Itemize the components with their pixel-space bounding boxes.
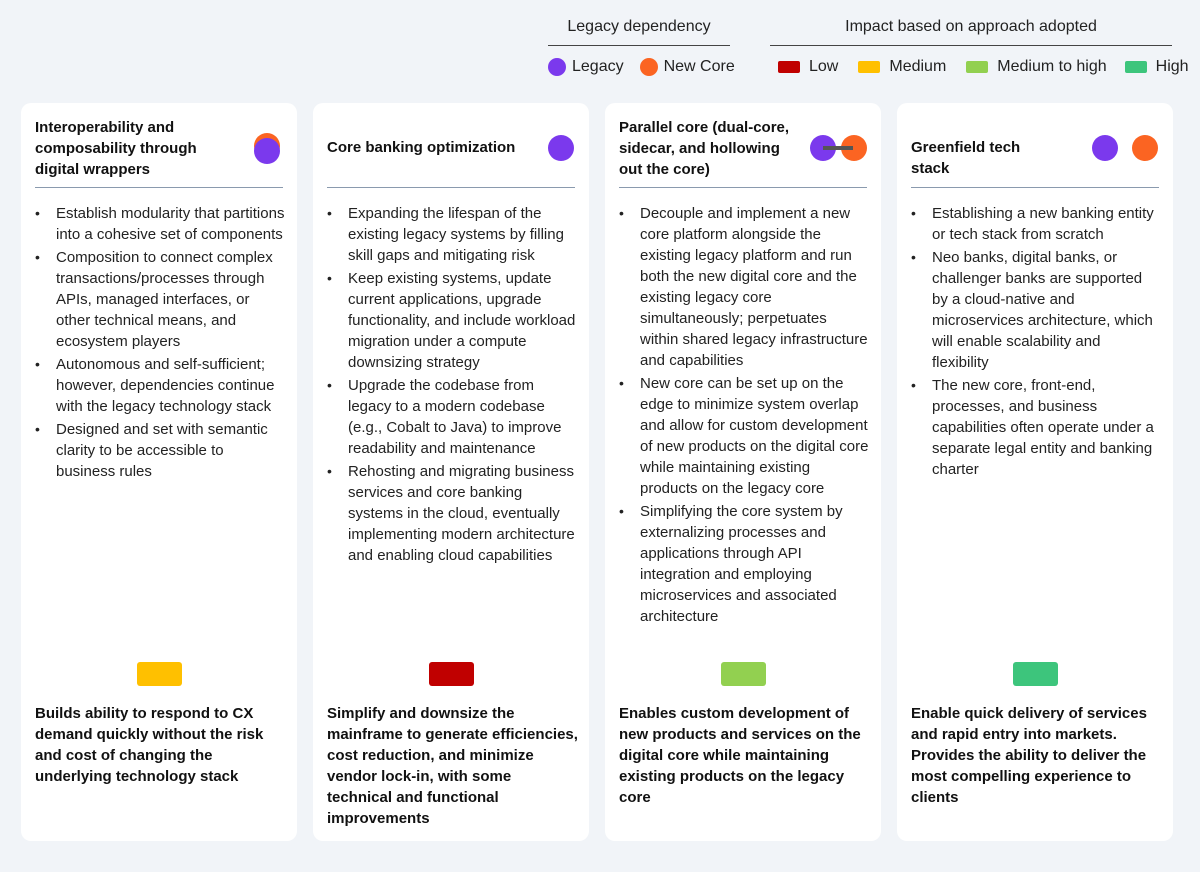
list-item: Keep existing systems, update current ap… <box>327 268 577 373</box>
medium-swatch-icon <box>858 61 881 73</box>
card-summary: Simplify and downsize the mainframe to g… <box>327 705 578 827</box>
legend-medium-high: Medium to high <box>966 58 1107 76</box>
card-divider <box>35 187 283 188</box>
card-title: Interoperability and composability throu… <box>35 119 197 178</box>
list-item: Simplifying the core system by externali… <box>619 501 869 627</box>
legend-low: Low <box>778 58 838 76</box>
legend-low-label: Low <box>809 58 839 75</box>
list-item: Rehosting and migrating business service… <box>327 461 577 566</box>
new-core-dot-icon <box>639 58 658 76</box>
list-item: Establish modularity that partitions int… <box>35 203 285 245</box>
card-divider <box>327 187 575 188</box>
legend-dependency-title: Legacy dependency <box>548 18 730 46</box>
legend-high-label: High <box>1155 58 1189 75</box>
legend-new-core: New Core <box>639 58 735 76</box>
legend-legacy-dependency: Legacy dependency Legacy New Core <box>548 18 735 76</box>
legend-impact: Impact based on approach adopted Low Med… <box>770 18 1189 76</box>
card-bullet-list: Expanding the lifespan of the existing l… <box>327 203 577 568</box>
card-bullet-list: Establishing a new banking entity or tec… <box>911 203 1161 482</box>
card-title: Greenfield tech stack <box>911 139 1021 177</box>
high-swatch-icon <box>1124 61 1147 73</box>
legend-legacy-label: Legacy <box>572 58 624 75</box>
approach-card-core-optimization: Core banking optimization Expanding the … <box>313 103 589 841</box>
legend-medium: Medium <box>858 58 946 76</box>
low-swatch-icon <box>778 61 800 73</box>
list-item: New core can be set up on the edge to mi… <box>619 373 869 499</box>
card-divider <box>911 187 1159 188</box>
card-summary: Enables custom development of new produc… <box>619 705 861 806</box>
legacy-dot-icon <box>548 58 566 76</box>
list-item: The new core, front-end, processes, and … <box>911 375 1161 480</box>
legend-medium-high-label: Medium to high <box>997 58 1107 75</box>
list-item: Designed and set with semantic clarity t… <box>35 419 285 482</box>
card-title: Parallel core (dual-core, sidecar, and h… <box>619 119 790 178</box>
list-item: Decouple and implement a new core platfo… <box>619 203 869 371</box>
list-item: Upgrade the codebase from legacy to a mo… <box>327 375 577 459</box>
impact-indicator-medium <box>137 662 182 686</box>
list-item: Neo banks, digital banks, or challenger … <box>911 247 1161 373</box>
card-divider <box>619 187 867 188</box>
card-bullet-list: Decouple and implement a new core platfo… <box>619 203 869 629</box>
card-title: Core banking optimization <box>327 139 516 156</box>
approach-card-digital-wrappers: Interoperability and composability throu… <box>21 103 297 841</box>
list-item: Autonomous and self-sufficient; however,… <box>35 354 285 417</box>
card-summary: Enable quick delivery of services and ra… <box>911 705 1147 806</box>
list-item: Expanding the lifespan of the existing l… <box>327 203 577 266</box>
impact-indicator-medium-to-high <box>721 662 766 686</box>
approach-card-parallel-core: Parallel core (dual-core, sidecar, and h… <box>605 103 881 841</box>
list-item: Composition to connect complex transacti… <box>35 247 285 352</box>
legend-medium-label: Medium <box>889 58 947 75</box>
card-summary: Builds ability to respond to CX demand q… <box>35 705 264 785</box>
card-bullet-list: Establish modularity that partitions int… <box>35 203 285 484</box>
legend-new-core-label: New Core <box>663 58 735 75</box>
medium-high-swatch-icon <box>966 61 989 73</box>
legend-impact-title: Impact based on approach adopted <box>770 18 1172 46</box>
list-item: Establishing a new banking entity or tec… <box>911 203 1161 245</box>
legend-high: High <box>1124 58 1189 76</box>
impact-indicator-high <box>1013 662 1058 686</box>
impact-indicator-low <box>429 662 474 686</box>
legend-legacy: Legacy <box>548 58 624 76</box>
approach-card-greenfield: Greenfield tech stack Establishing a new… <box>897 103 1173 841</box>
